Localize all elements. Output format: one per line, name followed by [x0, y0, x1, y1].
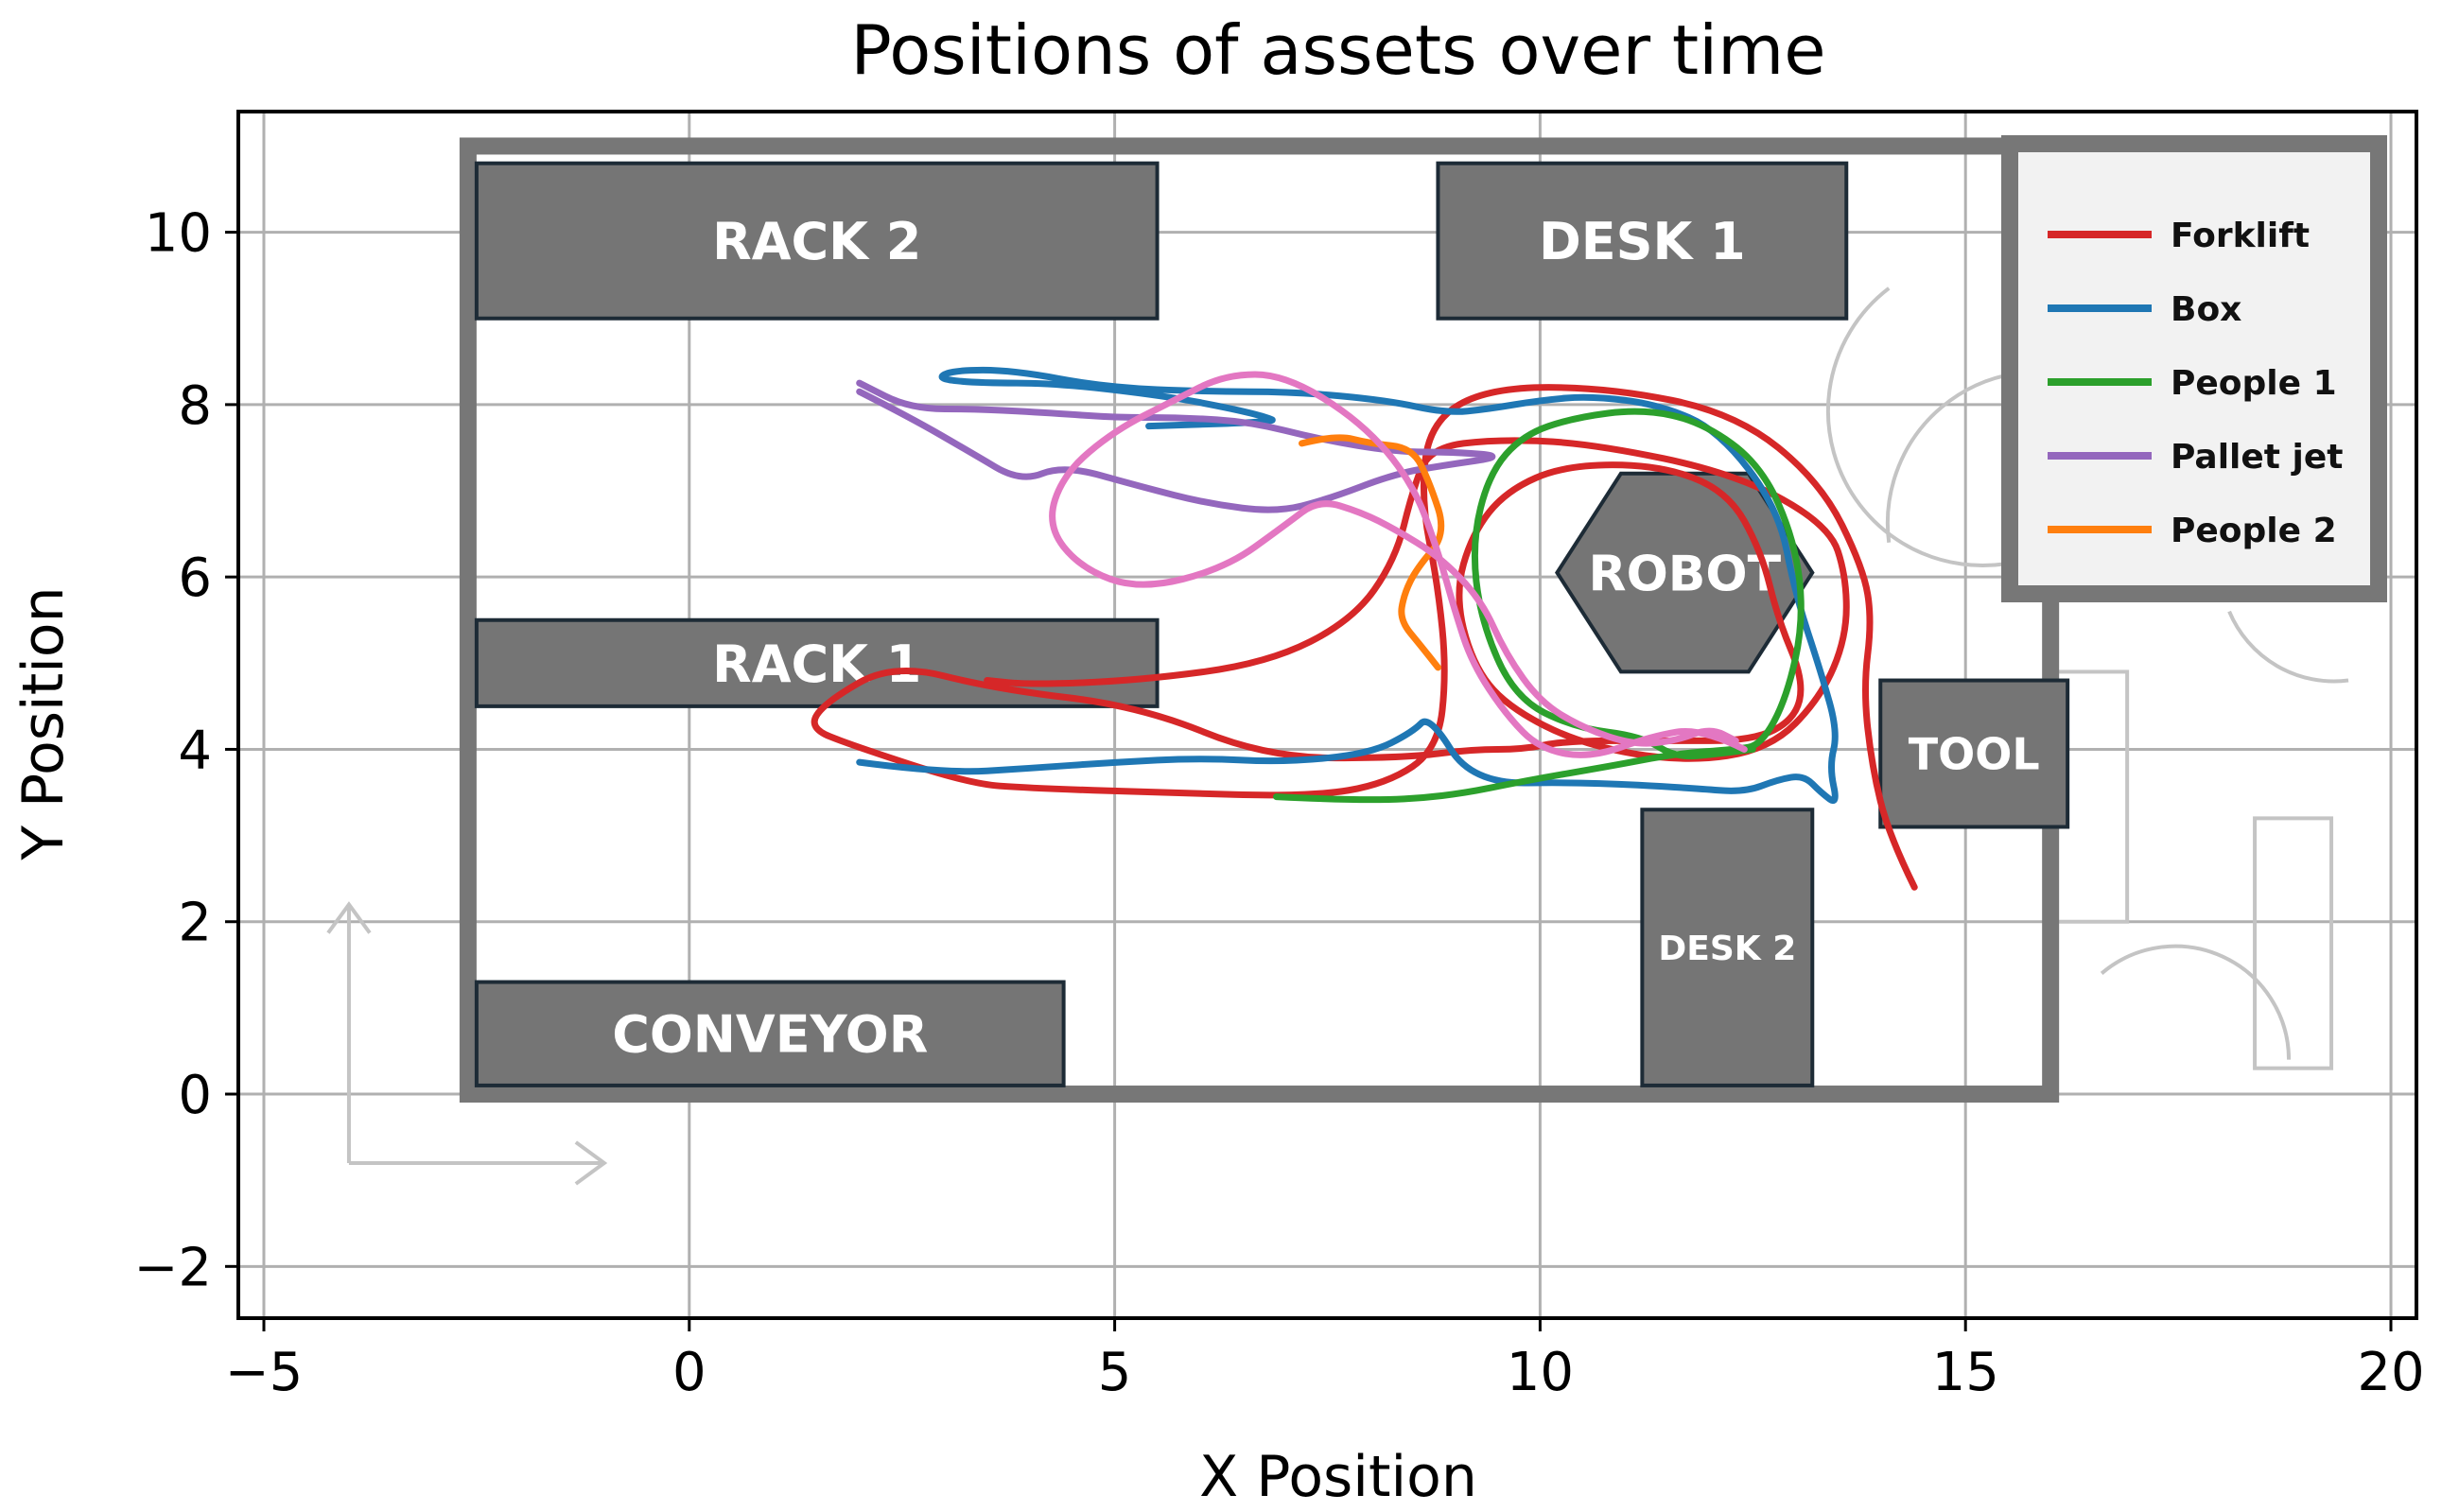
zone-label-desk-2: DESK 2 [1658, 930, 1796, 968]
legend-label-forklift: Forklift [2171, 217, 2310, 255]
door-arc-sketch-3 [2100, 944, 2292, 1060]
plot-content: RACK 2 DESK 1 RACK 1 CONVEYOR TOOL DESK 2 ROBO… [238, 112, 2416, 1318]
x-tick-label-5: 20 [2357, 1342, 2424, 1403]
zone-desk-2 [1640, 808, 1815, 1087]
zone-label-rack-2: RACK 2 [712, 212, 921, 271]
zone-conveyor [474, 980, 1066, 1087]
plot-area: RACK 2 DESK 1 RACK 1 CONVEYOR TOOL DESK 2 ROBO… [133, 110, 2425, 1403]
y-axis-label: Y Position [10, 586, 77, 860]
zone-tool [1878, 678, 2070, 829]
zone-layer: RACK 2 DESK 1 RACK 1 CONVEYOR TOOL DESK 2 ROBO… [474, 161, 2070, 1087]
y-tick-label-2: 2 [178, 893, 212, 954]
zone-rack-2 [474, 161, 1160, 321]
legend-label-pallet-jet: Pallet jet [2171, 438, 2344, 477]
x-tick-label-3: 10 [1507, 1342, 1574, 1403]
floor-boundary [459, 137, 2060, 1104]
x-tick-label-0: −5 [225, 1342, 304, 1403]
series-line-box [856, 366, 1839, 804]
plot-frame [236, 110, 2418, 1320]
y-tick-label-3: 4 [178, 720, 212, 781]
series-line-series-5 [1049, 371, 1748, 758]
y-tick-label-4: 6 [178, 547, 212, 609]
zone-label-rack-1: RACK 1 [712, 634, 921, 694]
zone-desk-1 [1436, 161, 1849, 321]
x-tick-label-1: 0 [672, 1342, 706, 1403]
y-tick-label-6: 10 [145, 203, 212, 265]
legend-label-people-1: People 1 [2171, 364, 2337, 403]
door-arc-sketch-4 [2227, 610, 2349, 684]
zone-label-desk-1: DESK 1 [1539, 212, 1746, 271]
y-tick-label-1: 0 [178, 1065, 212, 1126]
zone-label-tool: TOOL [1909, 729, 2040, 780]
legend-label-people-2: People 2 [2171, 512, 2337, 550]
series-line-pallet-jet [856, 379, 1496, 513]
chart-title: Positions of assets over time [850, 10, 1825, 90]
y-tick-label-5: 8 [178, 375, 212, 437]
legend-box [2001, 135, 2387, 602]
series-line-people-2 [1299, 434, 1445, 671]
zone-label-robot: ROBOT [1589, 546, 1782, 602]
x-axis-label: X Position [1199, 1444, 1477, 1510]
x-tick-label-4: 15 [1932, 1342, 1999, 1403]
series-line-people-1 [1273, 408, 1805, 804]
legend-label-box: Box [2171, 290, 2241, 329]
x-tick-label-2: 5 [1098, 1342, 1132, 1403]
zone-label-conveyor: CONVEYOR [612, 1005, 928, 1065]
machine-sketch-2 [2253, 816, 2334, 1070]
legend: Forklift Box People 1 Pallet jet People 2 [2001, 135, 2387, 602]
series-layer [811, 366, 1918, 891]
y-tick-label-0: −2 [133, 1237, 212, 1298]
axes-arrow-sketch [326, 901, 608, 1186]
